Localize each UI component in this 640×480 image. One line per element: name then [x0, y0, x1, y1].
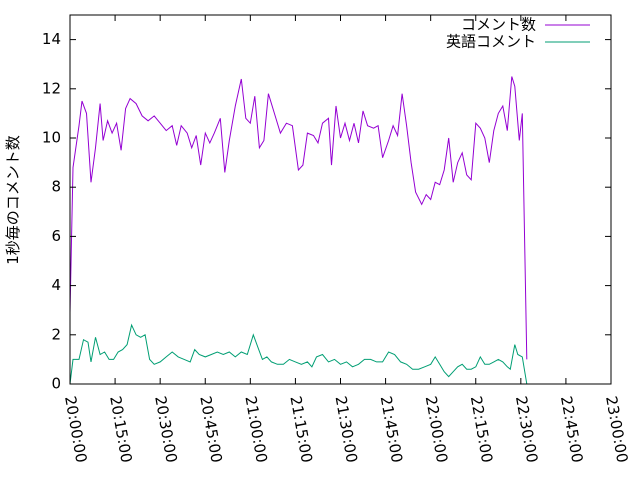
y-tick-label: 2 [51, 325, 61, 343]
y-tick-label: 14 [42, 30, 61, 48]
x-tick-label: 20:15:00 [106, 395, 135, 464]
plot-frame [69, 14, 612, 385]
x-tick-label: 22:00:00 [422, 395, 451, 464]
ticks-layer: 0 2 4 6 8 10 12 14 20:00:00 20:15:00 20:30:00 20:45… [42, 15, 631, 464]
y-tick-label: 4 [51, 276, 61, 294]
x-tick-label: 21:00:00 [241, 395, 270, 464]
x-tick-label: 21:45:00 [377, 395, 406, 464]
x-tick-label: 22:15:00 [467, 395, 496, 464]
x-tick-label: 22:45:00 [557, 395, 586, 464]
series-line-1 [69, 76, 528, 360]
x-tick-label: 23:00:00 [602, 395, 631, 464]
x-tick-label: 22:30:00 [512, 395, 541, 464]
y-tick-label: 0 [51, 375, 61, 393]
y-tick-label: 8 [51, 178, 61, 196]
x-tick-label: 21:30:00 [332, 395, 361, 464]
y-tick-label: 12 [42, 79, 61, 97]
legend-label-2: 英語コメント [446, 33, 536, 51]
x-tick-label: 21:15:00 [286, 395, 315, 464]
series-layer [69, 76, 528, 385]
y-tick-label: 6 [51, 227, 61, 245]
y-axis-label: 1秒毎のコメント数 [4, 135, 22, 265]
legend-label-1: コメント数 [461, 16, 536, 34]
x-tick-label: 20:45:00 [196, 395, 225, 464]
x-tick-label: 20:30:00 [151, 395, 180, 464]
x-tick-label: 20:00:00 [61, 395, 90, 464]
y-tick-label: 10 [42, 129, 61, 147]
series-line-2 [69, 323, 528, 385]
